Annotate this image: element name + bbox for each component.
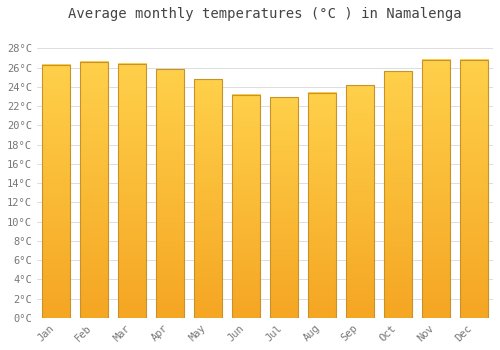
Bar <box>460 60 488 318</box>
Bar <box>346 85 374 318</box>
Bar <box>308 93 336 318</box>
Bar <box>118 64 146 318</box>
Bar <box>270 97 298 318</box>
Bar <box>384 71 412 318</box>
Bar <box>156 70 184 318</box>
Bar <box>80 62 108 318</box>
Title: Average monthly temperatures (°C ) in Namalenga: Average monthly temperatures (°C ) in Na… <box>68 7 462 21</box>
Bar <box>194 79 222 318</box>
Bar <box>42 65 70 318</box>
Bar <box>232 94 260 318</box>
Bar <box>422 60 450 318</box>
